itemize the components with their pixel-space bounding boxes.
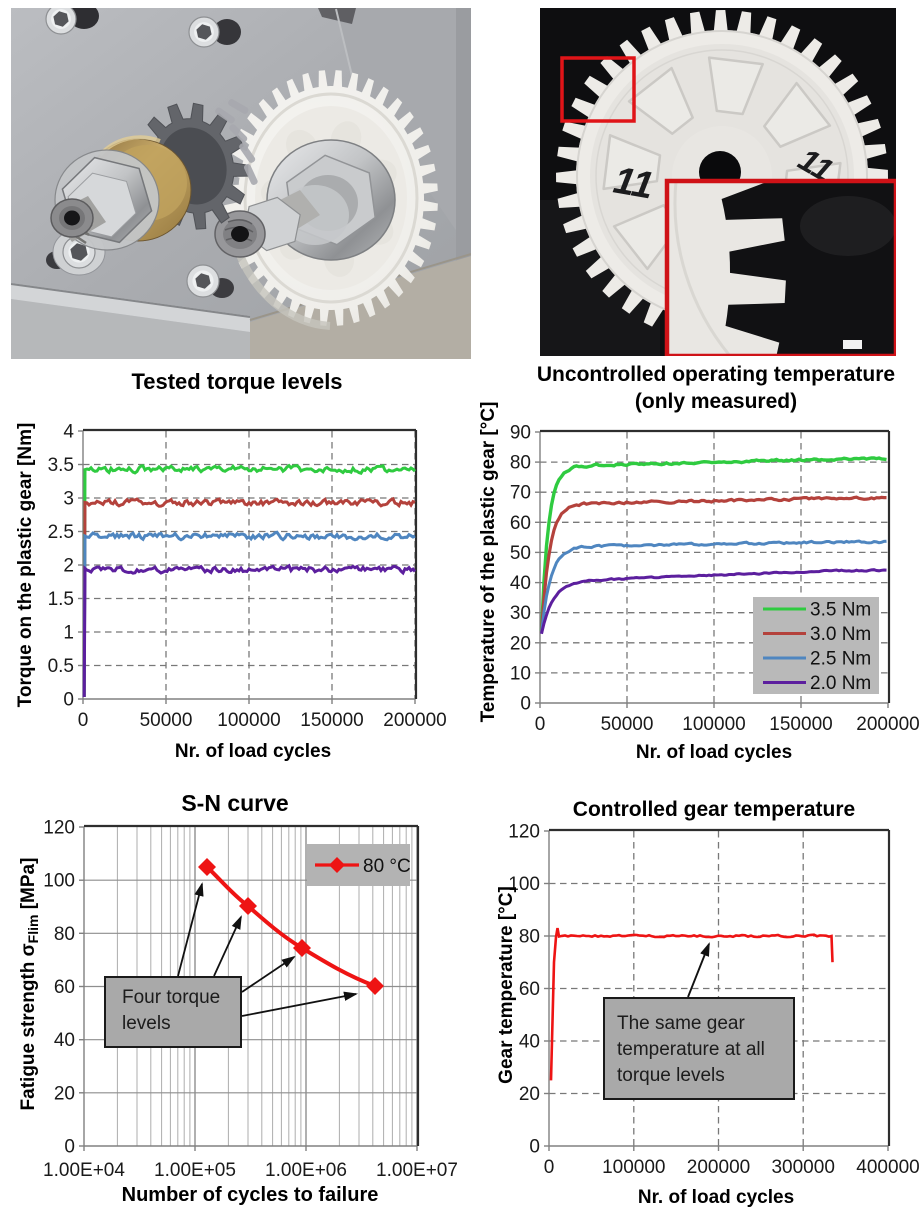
svg-text:1: 1 (63, 623, 74, 644)
svg-text:50: 50 (510, 543, 531, 564)
svg-text:Nr. of load cycles: Nr. of load cycles (636, 742, 792, 763)
svg-text:2: 2 (63, 556, 74, 577)
svg-text:Nr. of load cycles: Nr. of load cycles (638, 1187, 794, 1208)
svg-text:300000: 300000 (771, 1157, 834, 1178)
svg-text:(only measured): (only measured) (635, 390, 797, 413)
svg-text:Number of cycles to failure: Number of cycles to failure (122, 1184, 379, 1206)
svg-text:Four torque: Four torque (122, 987, 220, 1008)
svg-text:torque levels: torque levels (617, 1065, 725, 1086)
svg-text:3: 3 (63, 489, 74, 510)
svg-text:Torque on the plastic gear [Nm: Torque on the plastic gear [Nm] (15, 423, 36, 708)
svg-text:80: 80 (54, 924, 75, 945)
svg-text:1.00E+06: 1.00E+06 (265, 1160, 347, 1181)
svg-text:3.5 Nm: 3.5 Nm (810, 600, 871, 621)
svg-text:80: 80 (519, 927, 540, 948)
svg-text:Fatigue strength σFlim [MPa]: Fatigue strength σFlim [MPa] (18, 858, 41, 1111)
svg-text:1.00E+05: 1.00E+05 (154, 1160, 236, 1181)
svg-text:0: 0 (64, 1137, 75, 1158)
svg-text:temperature at all: temperature at all (617, 1039, 765, 1060)
svg-text:3.5: 3.5 (48, 455, 74, 476)
svg-text:90: 90 (510, 423, 531, 444)
svg-text:1.5: 1.5 (48, 589, 74, 610)
svg-text:0: 0 (63, 690, 74, 711)
svg-text:10: 10 (510, 663, 531, 684)
svg-text:200000: 200000 (856, 714, 919, 735)
svg-text:0: 0 (78, 710, 89, 731)
svg-text:200000: 200000 (383, 710, 446, 731)
svg-text:2.5: 2.5 (48, 522, 74, 543)
svg-text:120: 120 (43, 818, 75, 839)
svg-text:20: 20 (54, 1083, 75, 1104)
svg-text:20: 20 (510, 633, 531, 654)
svg-text:120: 120 (508, 822, 540, 843)
svg-text:Controlled gear temperature: Controlled gear temperature (573, 798, 855, 821)
svg-text:0: 0 (544, 1157, 555, 1178)
svg-text:levels: levels (122, 1013, 171, 1034)
svg-text:0: 0 (520, 694, 531, 715)
svg-text:30: 30 (510, 603, 531, 624)
svg-text:0: 0 (535, 714, 546, 735)
svg-text:100000: 100000 (602, 1157, 665, 1178)
svg-text:40: 40 (510, 573, 531, 594)
svg-text:150000: 150000 (769, 714, 832, 735)
svg-text:0.5: 0.5 (48, 656, 74, 677)
svg-text:Temperature of the plastic gea: Temperature of the plastic gear [°C] (478, 402, 499, 723)
svg-text:70: 70 (510, 483, 531, 504)
svg-text:150000: 150000 (300, 710, 363, 731)
svg-text:200000: 200000 (687, 1157, 750, 1178)
svg-text:11: 11 (610, 160, 656, 208)
svg-text:Uncontrolled operating tempera: Uncontrolled operating temperature (537, 363, 895, 386)
svg-text:80 °C: 80 °C (363, 856, 411, 877)
svg-text:S-N curve: S-N curve (181, 790, 288, 816)
svg-text:60: 60 (519, 979, 540, 1000)
svg-text:Gear temperature [°C]: Gear temperature [°C] (496, 886, 517, 1084)
svg-text:100000: 100000 (682, 714, 745, 735)
svg-text:100: 100 (43, 871, 75, 892)
svg-text:20: 20 (519, 1084, 540, 1105)
svg-text:80: 80 (510, 453, 531, 474)
svg-text:1.00E+07: 1.00E+07 (376, 1160, 458, 1181)
svg-text:100000: 100000 (217, 710, 280, 731)
svg-text:400000: 400000 (856, 1157, 919, 1178)
svg-text:2.0 Nm: 2.0 Nm (810, 673, 871, 694)
svg-text:40: 40 (54, 1030, 75, 1051)
svg-text:4: 4 (63, 422, 74, 443)
svg-text:The same gear: The same gear (617, 1013, 745, 1034)
svg-text:3.0 Nm: 3.0 Nm (810, 624, 871, 645)
svg-text:50000: 50000 (140, 710, 193, 731)
svg-text:Nr. of load cycles: Nr. of load cycles (175, 741, 331, 762)
svg-text:40: 40 (519, 1032, 540, 1053)
svg-text:Tested torque levels: Tested torque levels (131, 369, 342, 394)
svg-text:1.00E+04: 1.00E+04 (43, 1160, 125, 1181)
svg-text:50000: 50000 (601, 714, 654, 735)
svg-text:60: 60 (54, 977, 75, 998)
svg-text:100: 100 (508, 874, 540, 895)
svg-text:60: 60 (510, 513, 531, 534)
svg-text:0: 0 (529, 1137, 540, 1158)
svg-text:2.5 Nm: 2.5 Nm (810, 649, 871, 670)
